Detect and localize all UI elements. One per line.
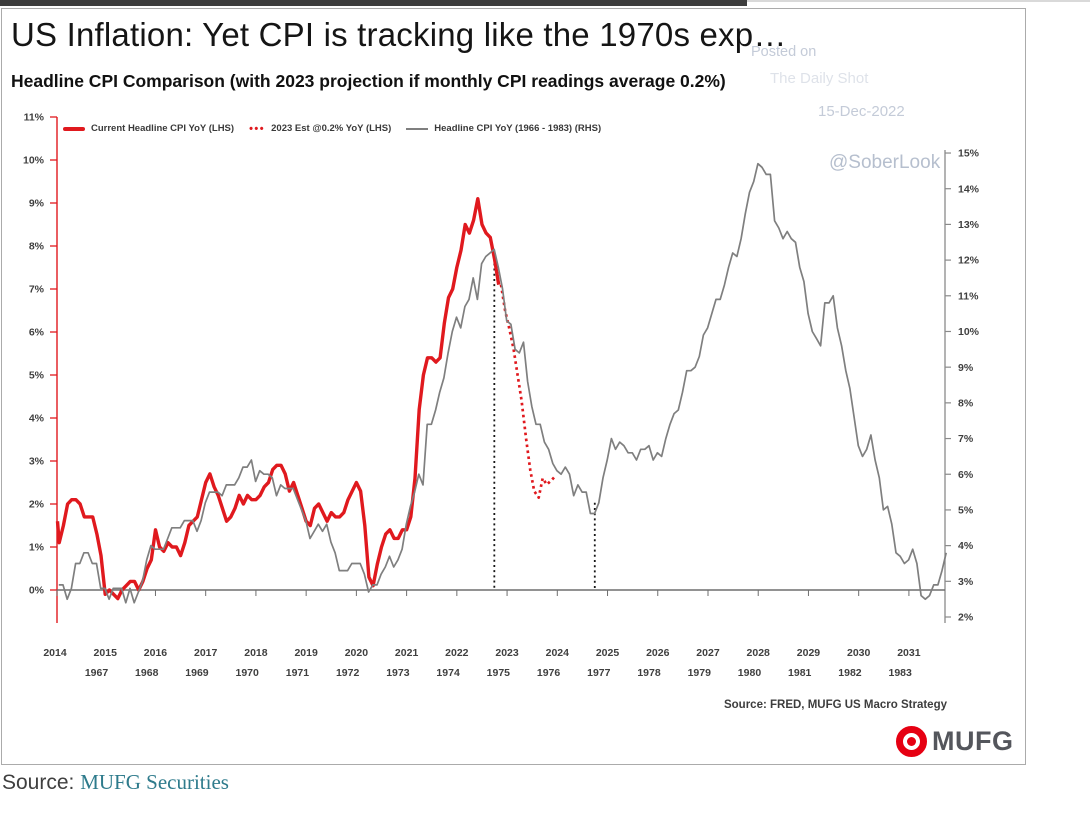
legend-label: Headline CPI YoY (1966 - 1983) (RHS) [434,123,602,134]
watermark-date: 15-Dec-2022 [818,103,905,120]
legend-label: Current Headline CPI YoY (LHS) [91,123,235,134]
legend-label: 2023 Est @0.2% YoY (LHS) [271,123,392,134]
mufg-logo-text: MUFG [932,726,1014,756]
window-top-strip [0,0,747,6]
caption-source-label: Source: [2,771,75,794]
watermark-twitter-handle: @SoberLook [829,152,941,173]
chart-title: Headline CPI Comparison (with 2023 proje… [11,71,726,91]
legend-marker-red-dots: ••• [249,122,266,135]
mufg-logo-dot-icon [907,737,916,746]
legend-marker-gray-line [406,127,429,130]
legend-marker-red-line [63,126,85,131]
caption-source-link[interactable]: MUFG Securities [80,770,229,794]
chart-source-note: Source: FRED, MUFG US Macro Strategy [723,699,947,711]
chart-legend: Current Headline CPI YoY (LHS) ••• 2023 … [63,123,601,134]
article-title: US Inflation: Yet CPI is tracking like t… [11,16,787,53]
window-top-strip-right [747,0,1090,2]
watermark-source-site: The Daily Shot [770,70,869,87]
legend-item-2023-estimate: ••• 2023 Est @0.2% YoY (LHS) [249,123,391,134]
mufg-logo-icon [896,726,927,757]
mufg-logo: MUFG [896,726,1013,757]
image-caption: Source: MUFG Securities [2,770,229,795]
chart-image-frame [1,8,1026,765]
legend-item-1970s-cpi: Headline CPI YoY (1966 - 1983) (RHS) [406,123,601,134]
watermark-posted-on: Posted on [751,44,817,60]
legend-item-current-cpi: Current Headline CPI YoY (LHS) [63,123,234,134]
